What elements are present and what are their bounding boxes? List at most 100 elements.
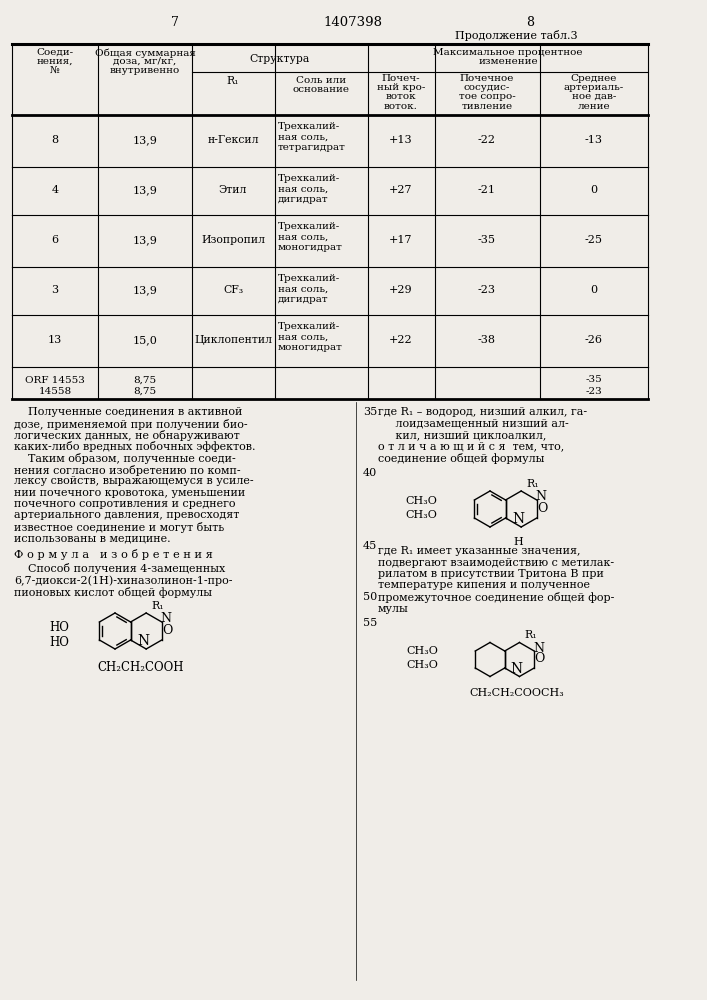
Text: ORF 14553: ORF 14553	[25, 376, 85, 385]
Text: 8,75: 8,75	[134, 376, 156, 385]
Text: N: N	[160, 612, 172, 626]
Text: 8: 8	[52, 135, 59, 145]
Text: известное соединение и могут быть: известное соединение и могут быть	[14, 522, 224, 533]
Text: тое сопро-: тое сопро-	[459, 92, 515, 101]
Text: Почечное: Почечное	[460, 74, 514, 83]
Text: +27: +27	[390, 185, 413, 195]
Text: пионовых кислот общей формулы: пионовых кислот общей формулы	[14, 586, 212, 597]
Text: артериального давления, превосходят: артериального давления, превосходят	[14, 510, 240, 520]
Text: +29: +29	[389, 285, 413, 295]
Text: дигидрат: дигидрат	[278, 295, 329, 304]
Text: 55: 55	[363, 618, 378, 628]
Text: внутривенно: внутривенно	[110, 66, 180, 75]
Text: сосудис-: сосудис-	[464, 83, 510, 92]
Text: Трехкалий-: Трехкалий-	[278, 174, 340, 183]
Text: воток: воток	[386, 92, 416, 101]
Text: R₁: R₁	[227, 76, 239, 86]
Text: +17: +17	[390, 235, 413, 245]
Text: тивление: тивление	[462, 102, 513, 111]
Text: 13: 13	[48, 335, 62, 345]
Text: ная соль,: ная соль,	[278, 132, 328, 141]
Text: ная соль,: ная соль,	[278, 232, 328, 241]
Text: Общая суммарная: Общая суммарная	[95, 48, 195, 57]
Text: воток.: воток.	[384, 102, 418, 111]
Text: н-Гексил: н-Гексил	[207, 135, 259, 145]
Text: нии почечного кровотока, уменьшении: нии почечного кровотока, уменьшении	[14, 488, 245, 497]
Text: 0: 0	[590, 185, 597, 195]
Text: промежуточное соединение общей фор-: промежуточное соединение общей фор-	[378, 592, 614, 603]
Text: N: N	[511, 662, 523, 676]
Text: N: N	[137, 634, 150, 648]
Text: нения согласно изобретению по комп-: нения согласно изобретению по комп-	[14, 464, 240, 476]
Text: Трехкалий-: Трехкалий-	[278, 274, 340, 283]
Text: Трехкалий-: Трехкалий-	[278, 122, 340, 131]
Text: 8,75: 8,75	[134, 387, 156, 396]
Text: CH₃O: CH₃O	[407, 660, 438, 670]
Text: N: N	[536, 490, 547, 504]
Text: почечного сопротивления и среднего: почечного сопротивления и среднего	[14, 499, 235, 509]
Text: температуре кипения и полученное: температуре кипения и полученное	[378, 580, 590, 590]
Text: лоидзамещенный низший ал-: лоидзамещенный низший ал-	[378, 418, 568, 428]
Text: Таким образом, полученные соеди-: Таким образом, полученные соеди-	[14, 453, 235, 464]
Text: лексу свойств, выражающемуся в усиле-: лексу свойств, выражающемуся в усиле-	[14, 476, 254, 486]
Text: моногидрат: моногидрат	[278, 243, 343, 252]
Text: 6: 6	[52, 235, 59, 245]
Text: Соеди-: Соеди-	[37, 48, 74, 57]
Text: Полученные соединения в активной: Полученные соединения в активной	[14, 407, 243, 417]
Text: основание: основание	[293, 85, 349, 94]
Text: CH₂CH₂COOH: CH₂CH₂COOH	[98, 661, 184, 674]
Text: использованы в медицине.: использованы в медицине.	[14, 534, 170, 544]
Text: 7: 7	[171, 16, 179, 29]
Text: -23: -23	[585, 387, 602, 396]
Text: Изопропил: Изопропил	[201, 235, 265, 245]
Text: -23: -23	[478, 285, 496, 295]
Text: 13,9: 13,9	[133, 135, 158, 145]
Text: R₁: R₁	[525, 631, 537, 641]
Text: 35: 35	[363, 407, 378, 417]
Text: Этил: Этил	[218, 185, 247, 195]
Text: H: H	[513, 537, 523, 547]
Text: мулы: мулы	[378, 603, 409, 613]
Text: 8: 8	[526, 16, 534, 29]
Text: где R₁ – водород, низший алкил, га-: где R₁ – водород, низший алкил, га-	[378, 407, 587, 417]
Text: CH₃O: CH₃O	[407, 647, 438, 656]
Text: CH₃O: CH₃O	[405, 510, 437, 520]
Text: Способ получения 4-замещенных: Способ получения 4-замещенных	[14, 564, 226, 574]
Text: Циклопентил: Циклопентил	[194, 335, 272, 345]
Text: -21: -21	[478, 185, 496, 195]
Text: Продолжение табл.3: Продолжение табл.3	[455, 30, 578, 41]
Text: ный кро-: ный кро-	[377, 83, 425, 92]
Text: 13,9: 13,9	[133, 185, 158, 195]
Text: 4: 4	[52, 185, 59, 195]
Text: N: N	[533, 642, 544, 654]
Text: артериаль-: артериаль-	[564, 83, 624, 92]
Text: Трехкалий-: Трехкалий-	[278, 322, 340, 331]
Text: 1407398: 1407398	[324, 16, 382, 29]
Text: ная соль,: ная соль,	[278, 184, 328, 194]
Text: тетрагидрат: тетрагидрат	[278, 143, 346, 152]
Text: Максимальное процентное: Максимальное процентное	[433, 48, 583, 57]
Text: №: №	[50, 66, 60, 75]
Text: -25: -25	[585, 235, 603, 245]
Text: нения,: нения,	[37, 57, 74, 66]
Text: HO: HO	[49, 636, 69, 649]
Text: ная соль,: ная соль,	[278, 284, 328, 294]
Text: Среднее: Среднее	[571, 74, 617, 83]
Text: ное дав-: ное дав-	[572, 92, 617, 101]
Text: подвергают взаимодействию с метилак-: подвергают взаимодействию с метилак-	[378, 558, 614, 568]
Text: 0: 0	[590, 285, 597, 295]
Text: 50: 50	[363, 592, 378, 602]
Text: -22: -22	[478, 135, 496, 145]
Text: CF₃: CF₃	[223, 285, 243, 295]
Text: 13,9: 13,9	[133, 235, 158, 245]
Text: 14558: 14558	[38, 387, 71, 396]
Text: O: O	[537, 502, 548, 514]
Text: соединение общей формулы: соединение общей формулы	[378, 453, 544, 464]
Text: дозе, применяемой при получении био-: дозе, применяемой при получении био-	[14, 418, 247, 430]
Text: -35: -35	[585, 375, 602, 384]
Text: -13: -13	[585, 135, 603, 145]
Text: о т л и ч а ю щ и й с я  тем, что,: о т л и ч а ю щ и й с я тем, что,	[378, 442, 564, 452]
Text: N: N	[513, 512, 525, 526]
Text: рилатом в присутствии Тритона B при: рилатом в присутствии Тритона B при	[378, 569, 604, 579]
Text: Трехкалий-: Трехкалий-	[278, 222, 340, 231]
